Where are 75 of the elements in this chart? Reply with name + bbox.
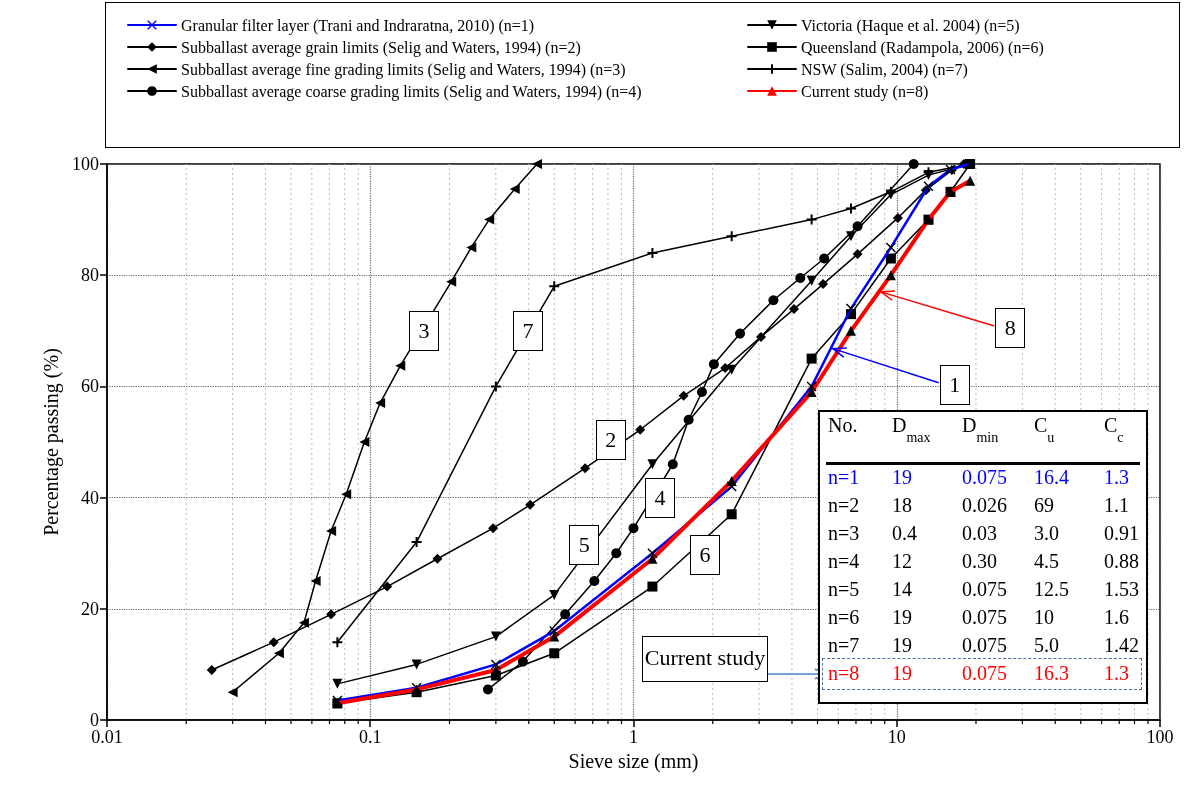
annotation: 1.6 — [1104, 606, 1129, 629]
annotation: 8 — [995, 308, 1026, 349]
legend-label: Granular filter layer (Trani and Indraratna, 2010) (n=1) — [181, 16, 535, 35]
annotation: n=1 — [828, 466, 860, 489]
legend-label: Subballast average grain limits (Selig and Waters, 1994) (n=2) — [181, 38, 581, 57]
legend-label: NSW (Salim, 2004) (n=7) — [801, 60, 968, 79]
x-tick-label: 0.01 — [91, 727, 123, 747]
annotation: 5.0 — [1034, 634, 1059, 657]
legend-label: Current study (n=8) — [801, 82, 929, 101]
annotation: 19 — [892, 466, 912, 489]
x-tick-label: 1 — [629, 727, 638, 747]
annotation: n=4 — [828, 550, 860, 573]
annotation: 19 — [892, 662, 912, 685]
annotation: 2 — [595, 419, 626, 460]
annotation: n=8 — [828, 662, 860, 685]
annotation: n=6 — [828, 606, 860, 629]
annotation: 4 — [644, 477, 675, 518]
y-tick-label: 100 — [72, 154, 99, 174]
annotation: 1.3 — [1104, 662, 1129, 685]
annotation: n=3 — [828, 522, 860, 545]
annotation: 0.91 — [1104, 522, 1139, 545]
x-tick-label: 100 — [1146, 727, 1174, 747]
annotation: 0.075 — [962, 578, 1007, 601]
annotation: n=7 — [828, 634, 860, 657]
annotation: 0.075 — [962, 662, 1007, 685]
annotation: 0.075 — [962, 606, 1007, 629]
x-tick-label: 0.1 — [359, 727, 382, 747]
annotation: 18 — [892, 494, 912, 517]
annotation: n=2 — [828, 494, 860, 517]
annotation: 1.42 — [1104, 634, 1139, 657]
annotation: 1 — [939, 364, 970, 405]
y-axis-title: Percentage passing (%) — [40, 348, 64, 536]
annotation: 0.075 — [962, 634, 1007, 657]
annotation: 14 — [892, 578, 912, 601]
annotation: 0.03 — [962, 522, 997, 545]
y-tick-label: 80 — [81, 265, 99, 286]
annotation: 16.3 — [1034, 662, 1069, 685]
legend-label: Queensland (Radampola, 2006) (n=6) — [801, 38, 1044, 57]
annotation: 12 — [892, 550, 912, 573]
annotation: 0.075 — [962, 466, 1007, 489]
annotation: 4.5 — [1034, 550, 1059, 573]
legend-label: Subballast average coarse grading limits (Selig and Waters, 1994) (n=4) — [181, 82, 642, 101]
x-axis-title: Sieve size (mm) — [568, 749, 699, 773]
annotation: 0.88 — [1104, 550, 1139, 573]
annotation: n=5 — [828, 578, 860, 601]
legend-label: Victoria (Haque et al. 2004) (n=5) — [801, 16, 1020, 35]
legend-label: Subballast average fine grading limits (Selig and Waters, 1994) (n=3) — [181, 60, 626, 79]
annotation: 16.4 — [1034, 466, 1069, 489]
annotation: 3 — [408, 310, 439, 351]
annotation: 6 — [690, 534, 721, 575]
x-tick-label: 10 — [887, 727, 906, 747]
annotation: D$_{max}$ — [892, 414, 931, 446]
annotation: C$_{c}$ — [1104, 414, 1124, 446]
annotation: 1.3 — [1104, 466, 1129, 489]
annotation: 0.026 — [962, 494, 1007, 517]
annotation: 69 — [1034, 494, 1054, 517]
annotation: 5 — [569, 524, 600, 565]
annotation: 7 — [512, 310, 543, 351]
annotation: 1.53 — [1104, 578, 1139, 601]
y-tick-label: 60 — [81, 376, 99, 397]
annotation: No. — [828, 414, 858, 437]
y-tick-label: 0 — [90, 710, 99, 730]
annotation: 19 — [892, 606, 912, 629]
annotation: D$_{min}$ — [962, 414, 999, 446]
y-tick-label: 20 — [81, 598, 99, 619]
annotation: 12.5 — [1034, 578, 1069, 601]
y-tick-label: 40 — [81, 487, 99, 508]
annotation: C$_{u}$ — [1034, 414, 1055, 446]
annotation: 19 — [892, 634, 912, 657]
annotation: 0.4 — [892, 522, 917, 545]
annotation: Current study — [642, 636, 768, 682]
annotation: 0.30 — [962, 550, 997, 573]
annotation: 1.1 — [1104, 494, 1129, 517]
annotation: 10 — [1034, 606, 1054, 629]
annotation: 3.0 — [1034, 522, 1059, 545]
